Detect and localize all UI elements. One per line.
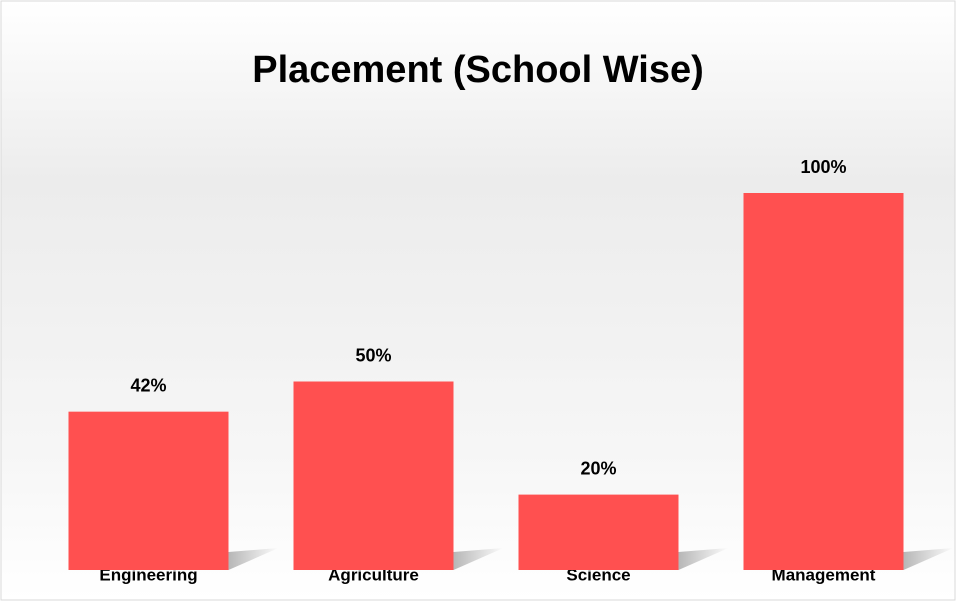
data-label: 20%	[580, 458, 616, 478]
bar	[68, 411, 229, 570]
bar-shadow	[903, 548, 954, 570]
bar	[293, 381, 454, 570]
bar	[743, 193, 904, 570]
bar-shadow	[228, 548, 279, 570]
x-tick-label: Management	[772, 565, 876, 584]
bar-shadow	[678, 548, 729, 570]
bar-shadow	[453, 548, 504, 570]
x-tick-label: Agriculture	[328, 565, 419, 584]
data-label: 100%	[800, 157, 846, 177]
data-label: 50%	[355, 345, 391, 365]
bar	[518, 494, 679, 570]
data-label: 42%	[130, 375, 166, 395]
chart-title: Placement (School Wise)	[252, 49, 704, 91]
x-tick-label: Engineering	[99, 565, 197, 584]
x-tick-label: Science	[566, 565, 630, 584]
